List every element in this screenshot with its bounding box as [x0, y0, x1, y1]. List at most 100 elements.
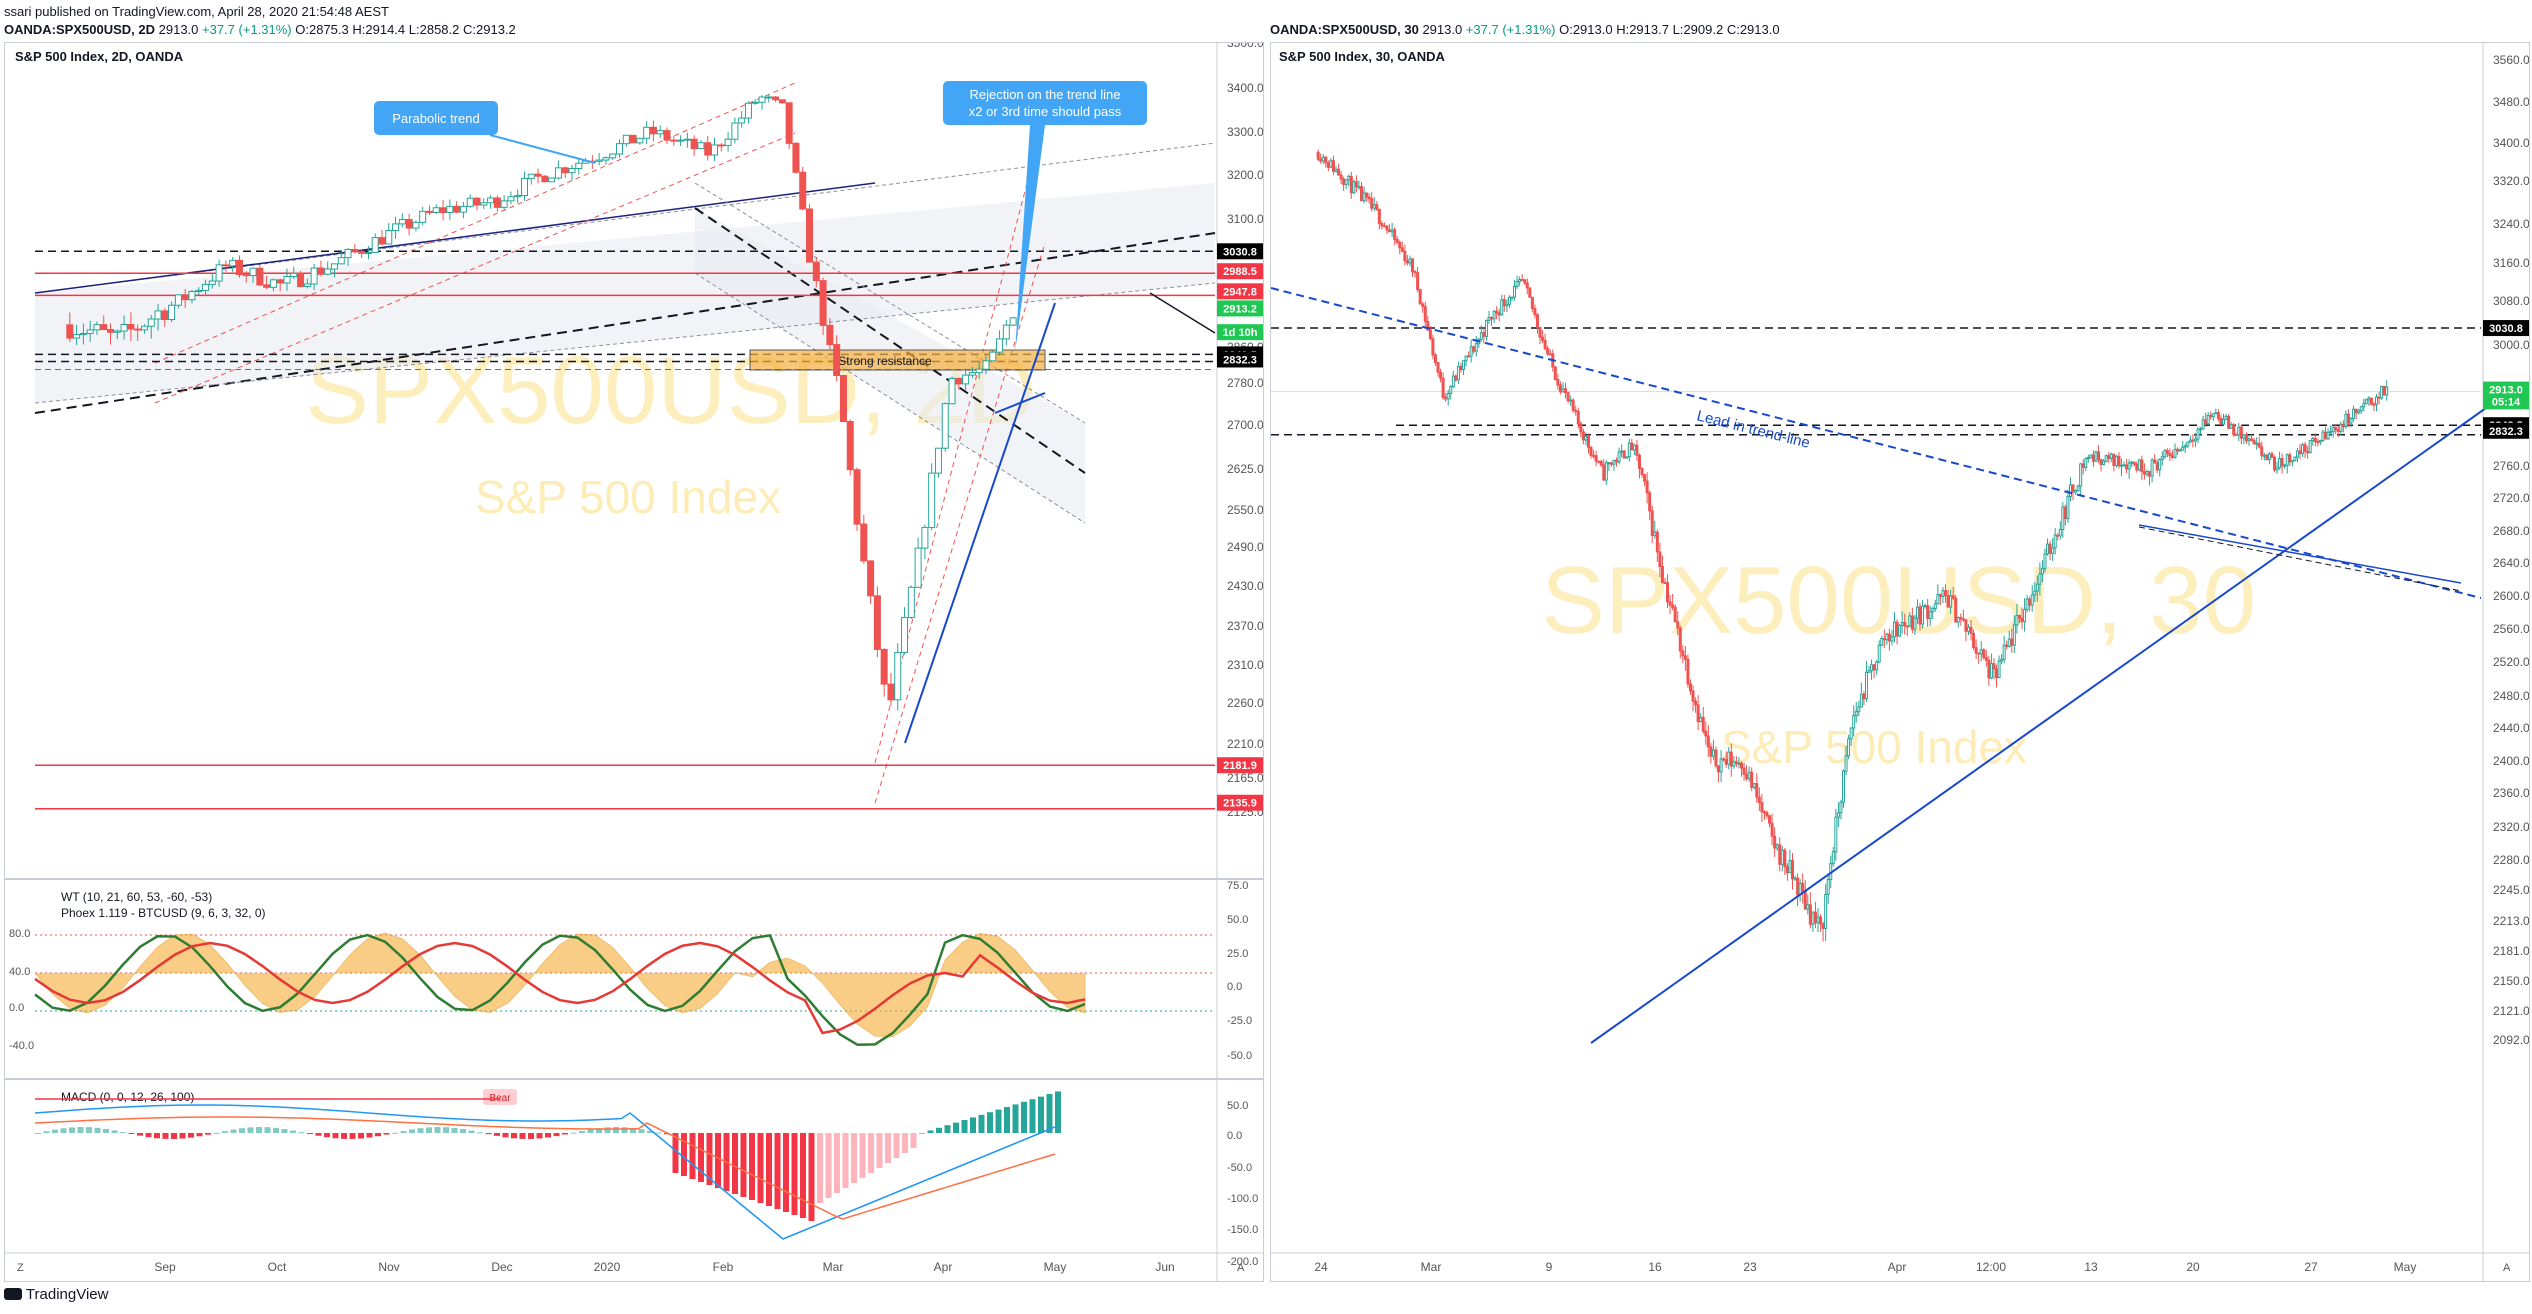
price-tick-label: 3200.0: [1227, 168, 1263, 182]
candle-body: [1765, 812, 1769, 817]
rising-support-line: [1590, 407, 2487, 1044]
candle-body: [1842, 770, 1846, 803]
candle-body: [575, 162, 583, 170]
macd-bar: [944, 1125, 951, 1133]
candle-body: [609, 153, 617, 159]
price-tick-label: 2181.0: [2493, 944, 2529, 958]
candle-body: [1770, 822, 1774, 837]
candle-body: [2035, 583, 2039, 592]
candle-body: [168, 304, 176, 321]
candle-body: [1597, 460, 1601, 463]
price-tag-bg: [2483, 320, 2529, 337]
candle-body: [2122, 464, 2126, 467]
right-chart-svg[interactable]: 3560.0 3480.0 3400.0 3320.0 3240.0 3160.0 3080…: [1271, 43, 2529, 1281]
candle-body: [337, 257, 345, 265]
candle-body: [1895, 621, 1899, 637]
macd-bar: [740, 1133, 747, 1197]
candle-body: [86, 329, 94, 334]
rebound-red-upper: [874, 152, 1036, 764]
macd-bar: [383, 1133, 390, 1135]
candle-body: [140, 325, 148, 331]
candle-body: [2344, 413, 2348, 428]
left-watermark-name: S&P 500 Index: [475, 471, 781, 523]
candle-body: [1877, 644, 1881, 663]
candle-body: [1984, 657, 1988, 661]
candle-body: [873, 595, 881, 650]
candle-body: [2359, 406, 2363, 412]
macd-bar: [273, 1127, 279, 1133]
parabolic-lower: [154, 132, 796, 404]
callout-pointer: [1015, 125, 1045, 353]
lead-in-trendline: [1271, 287, 2482, 599]
candle-body: [2298, 450, 2302, 454]
price-tick-label: 2245.0: [2493, 883, 2529, 897]
price-tick-label: 3560.0: [2493, 53, 2529, 67]
macd-bar: [902, 1133, 908, 1153]
left-chart-panel[interactable]: 3500.03400.03300.03200.03100.02995.02910…: [4, 42, 1264, 1282]
time-tick-label: 2020: [594, 1260, 621, 1274]
candle-body: [2125, 464, 2129, 470]
macd-bar: [196, 1133, 203, 1137]
macd-bar: [834, 1133, 840, 1193]
macd-bar: [400, 1131, 407, 1133]
candle-body: [677, 139, 685, 142]
candle-body: [1502, 299, 1506, 307]
macd-bar: [630, 1127, 636, 1133]
candle-body: [2306, 450, 2310, 454]
candle-body: [480, 202, 488, 206]
candle-body: [2321, 431, 2325, 441]
right-candles: [1316, 149, 2389, 942]
candle-body: [2275, 467, 2279, 471]
macd-bar: [774, 1133, 781, 1209]
right-chart-panel[interactable]: 3560.0 3480.0 3400.0 3320.0 3240.0 3160.0 3080…: [1270, 42, 2530, 1282]
candle-body: [2334, 427, 2338, 431]
candle-body: [2244, 434, 2248, 442]
candle-body: [1839, 801, 1843, 814]
candle-body: [2239, 426, 2243, 439]
candle-body: [520, 178, 528, 197]
candle-body: [1622, 450, 1626, 459]
macd-bar: [706, 1133, 713, 1185]
candle-body: [473, 197, 481, 206]
candle-body: [2025, 598, 2029, 610]
candle-body: [1961, 618, 1965, 621]
macd-bar: [137, 1133, 143, 1136]
phoex-title: Phoex 1.119 - BTCUSD (9, 6, 3, 32, 0): [61, 906, 266, 920]
left-chart-svg[interactable]: 3500.03400.03300.03200.03100.02995.02910…: [5, 43, 1263, 1281]
candle-body: [2234, 433, 2238, 436]
macd-bar: [1012, 1104, 1019, 1133]
candle-body: [1637, 454, 1641, 469]
price-tag-bg: [1217, 243, 1263, 260]
macd-bar: [621, 1127, 628, 1133]
macd-bar: [519, 1133, 526, 1139]
macd-bar: [485, 1133, 492, 1135]
candle-body: [968, 372, 976, 376]
candle-body: [2250, 438, 2254, 441]
candle-body: [1329, 160, 1333, 168]
candle-body: [1586, 436, 1590, 448]
osc-left-tick: 40.0: [9, 966, 30, 978]
candle-body: [174, 294, 182, 306]
candle-body: [2068, 484, 2072, 497]
candle-body: [1339, 174, 1343, 180]
candle-body: [1459, 366, 1463, 370]
auto-scale-icon: A: [2503, 1262, 2511, 1274]
candle-body: [2000, 658, 2004, 662]
macd-bar: [689, 1133, 696, 1179]
price-tick-label: 2600.0: [2493, 589, 2529, 603]
macd-bar: [1038, 1096, 1044, 1133]
macd-bar: [94, 1127, 101, 1133]
price-tick-label: 3240.0: [2493, 217, 2529, 231]
candle-body: [1834, 816, 1838, 853]
wt-title: WT (10, 21, 60, 53, -60, -53): [61, 890, 212, 904]
callout-text: Rejection on the trend line: [969, 87, 1120, 102]
macd-bar: [341, 1133, 347, 1139]
candle-body: [1515, 281, 1519, 288]
candle-body: [1949, 595, 1953, 608]
candle-body: [2196, 428, 2200, 440]
macd-bar: [1004, 1107, 1010, 1133]
tradingview-logo[interactable]: TradingView: [4, 1286, 108, 1303]
candle-body: [1811, 911, 1815, 925]
candle-body: [2313, 437, 2317, 443]
candle-body: [1653, 531, 1657, 536]
